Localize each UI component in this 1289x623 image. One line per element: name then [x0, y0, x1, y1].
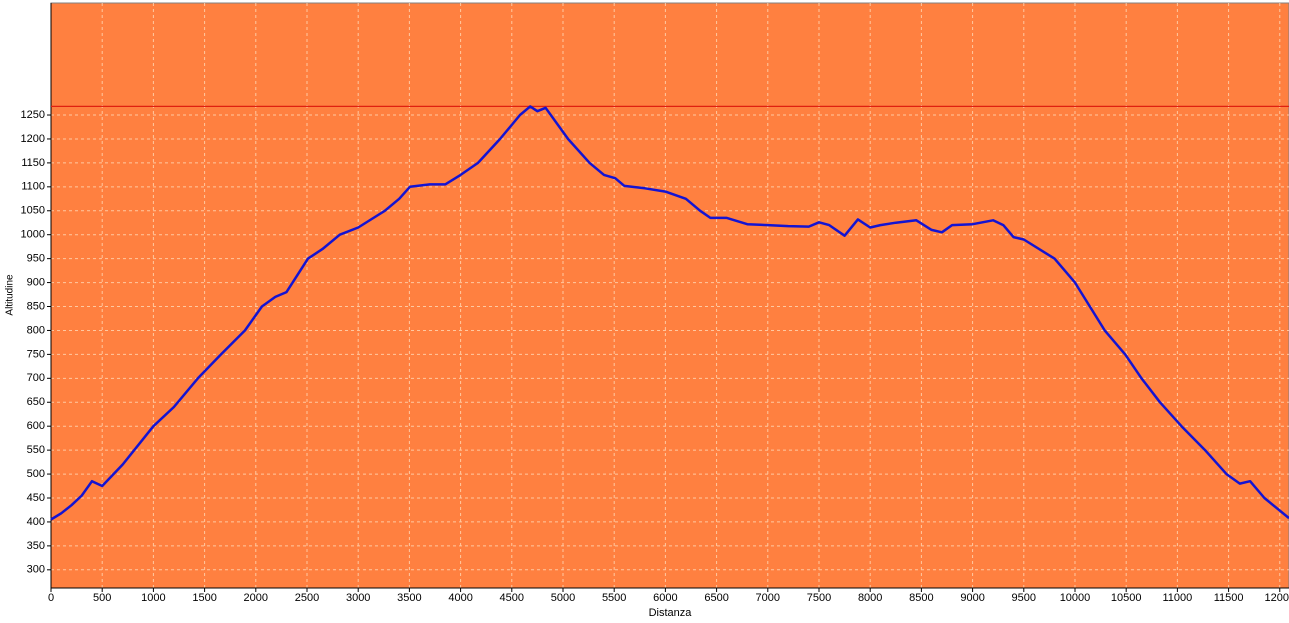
y-tick-label: 300	[27, 564, 45, 576]
x-tick-label: 6000	[653, 592, 677, 604]
x-tick-label: 2500	[295, 592, 319, 604]
y-tick-label: 350	[27, 540, 45, 552]
x-tick-label: 6500	[704, 592, 728, 604]
y-tick-label: 850	[27, 300, 45, 312]
x-tick-label: 8500	[909, 592, 933, 604]
x-tick-label: 10500	[1111, 592, 1142, 604]
x-tick-label: 0	[48, 592, 54, 604]
y-tick-label: 1250	[21, 109, 45, 121]
x-tick-label: 3500	[397, 592, 421, 604]
x-tick-label: 11000	[1162, 592, 1192, 604]
y-tick-label: 1200	[21, 133, 45, 145]
x-tick-label: 8000	[858, 592, 882, 604]
x-tick-label: 7000	[756, 592, 780, 604]
y-tick-label: 1050	[21, 205, 45, 217]
y-tick-label: 1000	[21, 229, 45, 241]
x-tick-label: 2000	[244, 592, 268, 604]
y-tick-label: 1150	[21, 157, 45, 169]
y-tick-label: 750	[27, 348, 45, 360]
y-tick-label: 800	[27, 324, 45, 336]
y-tick-label: 600	[27, 420, 45, 432]
x-tick-label: 11500	[1214, 592, 1244, 604]
y-tick-label: 550	[27, 444, 45, 456]
x-tick-label: 7500	[807, 592, 831, 604]
x-tick-label: 3000	[346, 592, 370, 604]
y-tick-label: 650	[27, 396, 45, 408]
x-axis-label: Distanza	[649, 607, 693, 619]
y-tick-label: 700	[27, 372, 45, 384]
y-tick-label: 1100	[21, 181, 45, 193]
x-tick-label: 12000	[1264, 592, 1289, 604]
x-tick-label: 500	[93, 592, 111, 604]
x-tick-label: 9000	[960, 592, 984, 604]
y-axis-label: Altitudine	[5, 274, 16, 316]
x-tick-label: 10000	[1060, 592, 1091, 604]
x-tick-label: 5500	[602, 592, 626, 604]
x-tick-label: 4500	[500, 592, 524, 604]
x-tick-label: 5000	[551, 592, 575, 604]
y-tick-label: 450	[27, 492, 45, 504]
x-tick-label: 4000	[448, 592, 472, 604]
x-tick-label: 9500	[1012, 592, 1036, 604]
y-tick-label: 950	[27, 253, 45, 265]
plot-area	[50, 2, 1289, 589]
y-tick-label: 400	[27, 516, 45, 528]
x-tick-label: 1500	[192, 592, 216, 604]
y-tick-label: 900	[27, 276, 45, 288]
x-tick-label: 1000	[141, 592, 165, 604]
y-tick-label: 500	[27, 468, 45, 480]
elevation-line	[50, 105, 1289, 521]
